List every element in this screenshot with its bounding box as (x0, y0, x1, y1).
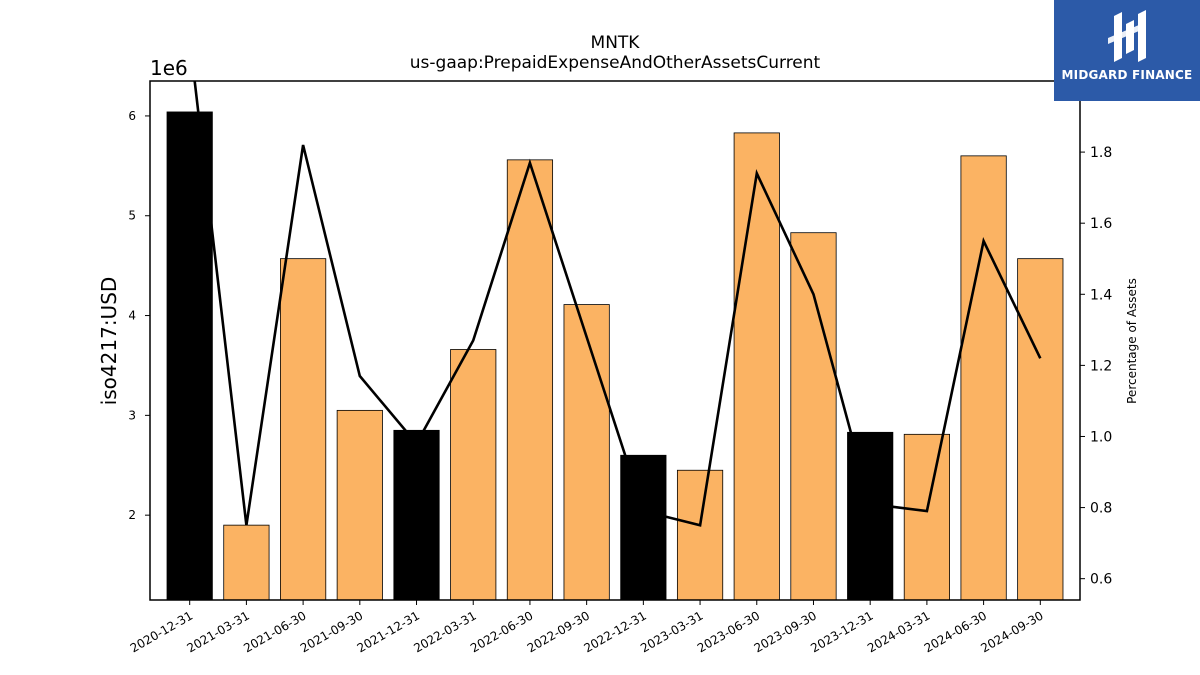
percentage-line (193, 81, 1042, 527)
bar-2021-12-31 (393, 429, 440, 600)
y-tick-label: 6 (128, 109, 136, 123)
x-tick-label: 2022-09-30 (525, 608, 592, 655)
x-tick-label: 2024-06-30 (922, 608, 989, 655)
x-tick-label: 2023-03-31 (638, 608, 705, 655)
bar-2021-06-30 (280, 258, 327, 600)
x-tick-label: 2022-12-31 (581, 608, 648, 655)
x-tick-label: 2023-09-30 (752, 608, 819, 655)
x-tick-label: 2021-09-30 (298, 608, 365, 655)
plot-frame (149, 80, 1081, 601)
bar-2023-09-30 (790, 232, 837, 600)
bar-2022-03-31 (450, 349, 497, 600)
x-tick-label: 2023-12-31 (808, 608, 875, 655)
y2-tick-label: 1.2 (1090, 358, 1112, 374)
y2-tick-label: 1.4 (1090, 287, 1112, 303)
y2-tick-label: 1.8 (1090, 145, 1112, 161)
y-axis-label: iso4217:USD (97, 277, 121, 406)
bar-series (166, 111, 1064, 600)
x-tick-label: 2021-12-31 (355, 608, 422, 655)
bar-2022-06-30 (506, 159, 554, 600)
chart-subtitle: us-gaap:PrepaidExpenseAndOtherAssetsCurr… (410, 53, 821, 73)
bar-2024-09-30 (1017, 258, 1064, 600)
x-tick-label: 2023-06-30 (695, 608, 762, 655)
y2-tick-label: 1.0 (1090, 429, 1112, 445)
logo-text: MIDGARD FINANCE (1061, 68, 1193, 82)
y-tick-label: 2 (128, 508, 136, 522)
y2-tick-label: 0.6 (1090, 572, 1112, 588)
y-offset-label: 1e6 (150, 56, 188, 80)
y-tick-label: 3 (128, 408, 136, 422)
x-tick-label: 2021-06-30 (241, 608, 308, 655)
x-tick-label: 2024-09-30 (978, 608, 1045, 655)
bar-2020-12-31 (166, 111, 213, 600)
x-tick-label: 2021-03-31 (184, 608, 251, 655)
y2-axis-label: Percentage of Assets (1125, 278, 1139, 404)
bar-2022-09-30 (563, 304, 610, 600)
bar-2024-06-30 (960, 155, 1007, 600)
x-tick-label: 2022-03-31 (411, 608, 478, 655)
chart-title: MNTK (591, 33, 641, 53)
line-series (193, 81, 1042, 527)
bar-2023-12-31 (847, 431, 894, 600)
bar-2021-09-30 (336, 409, 383, 600)
x-tick-label: 2022-06-30 (468, 608, 535, 655)
bar-2023-06-30 (733, 132, 780, 600)
logo-mark-icon (1108, 10, 1146, 62)
bar-2023-03-31 (676, 469, 724, 600)
y-tick-label: 4 (128, 309, 136, 323)
bar-2022-12-31 (620, 454, 667, 600)
x-tick-label: 2024-03-31 (865, 608, 932, 655)
bar-2021-03-31 (223, 524, 270, 600)
y2-tick-label: 0.8 (1090, 501, 1112, 517)
x-tick-label: 2020-12-31 (128, 608, 195, 655)
logo: MIDGARD FINANCE (1054, 0, 1200, 101)
y-tick-label: 5 (128, 209, 136, 223)
bar-2024-03-31 (903, 433, 950, 600)
y2-tick-label: 1.6 (1090, 216, 1112, 232)
